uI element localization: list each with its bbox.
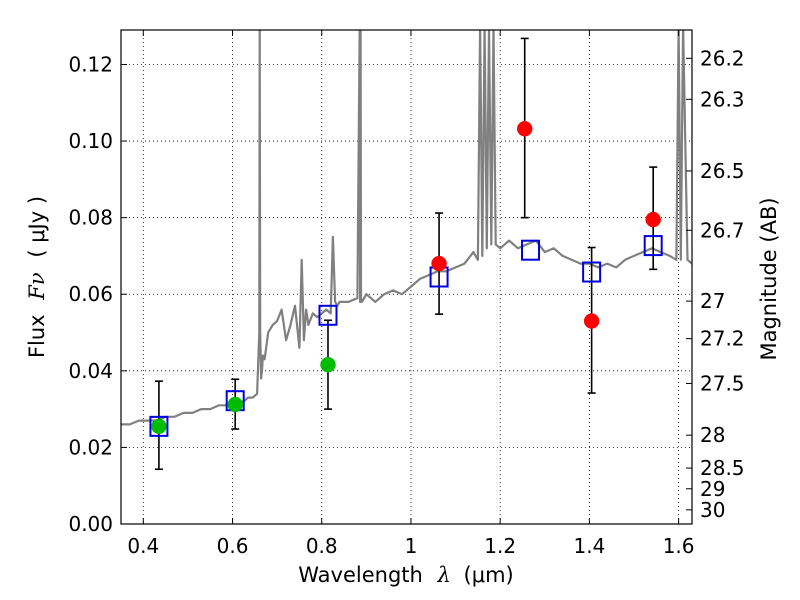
plot-frame [120, 29, 693, 525]
y-right-axis-title: Magnitude (AB) [757, 197, 781, 360]
model-square [318, 304, 338, 326]
mag-tick-label: 26.5 [700, 159, 745, 183]
green-data-point [320, 356, 336, 373]
mag-tick-label: 26.3 [700, 87, 745, 111]
mag-tick-label: 28 [700, 423, 725, 447]
model-square [643, 235, 663, 257]
green-data-point [151, 418, 167, 435]
ticks: 0.4 0.6 0.8 1 1.2 1.4 1.6 0.00 0.02 0.04 0.06 0.08 0… [68, 30, 745, 558]
y-axis-title-symbol: Fν [25, 272, 49, 301]
red-data-point [431, 255, 447, 272]
red-data-point [645, 211, 661, 228]
spectrum-line [121, 30, 692, 426]
x-tick-label: 1.4 [573, 534, 605, 558]
y-axis-title-text: Flux [25, 314, 49, 358]
y-axis-title: Flux Fν ( μJy ) [25, 196, 49, 358]
red-data-point [583, 313, 600, 329]
x-axis-title-text: Wavelength [298, 563, 423, 587]
green-data-point [227, 396, 243, 413]
model-square [582, 261, 602, 283]
mag-tick-label: 26.2 [700, 46, 745, 70]
x-tick-label: 0.6 [217, 534, 249, 558]
mag-tick-label: 26.7 [700, 218, 745, 242]
y-axis-title-unit: ( μJy ) [25, 196, 49, 258]
model-square [149, 415, 169, 437]
red-data-point [516, 121, 533, 137]
mag-tick-label: 27.5 [700, 371, 745, 395]
y-tick-label: 0.00 [68, 512, 113, 536]
mag-tick-label: 27 [700, 289, 725, 313]
model-square [521, 239, 541, 261]
x-tick-label: 1 [405, 534, 418, 558]
mag-tick-label: 29 [700, 477, 725, 501]
y-tick-label: 0.08 [68, 206, 113, 230]
y-tick-label: 0.04 [68, 359, 113, 383]
point-layer [149, 121, 663, 437]
x-axis-title: Wavelength λ (μm) [298, 563, 513, 587]
x-tick-label: 0.4 [127, 534, 159, 558]
x-tick-label: 0.8 [306, 534, 338, 558]
x-tick-label: 1.2 [484, 534, 516, 558]
plot-background [121, 30, 692, 524]
y-tick-label: 0.10 [68, 129, 113, 153]
x-axis-title-unit: (μm) [464, 563, 514, 587]
mag-tick-label: 28.5 [700, 456, 745, 480]
y-tick-label: 0.02 [68, 435, 113, 459]
y-tick-label: 0.06 [68, 282, 113, 306]
mag-tick-label: 27.2 [700, 327, 745, 351]
y-tick-label: 0.12 [68, 52, 113, 76]
spectrum-layer [121, 30, 692, 426]
mag-tick-label: 30 [700, 498, 725, 522]
x-tick-label: 1.6 [663, 534, 695, 558]
x-axis-title-symbol: λ [437, 563, 451, 587]
